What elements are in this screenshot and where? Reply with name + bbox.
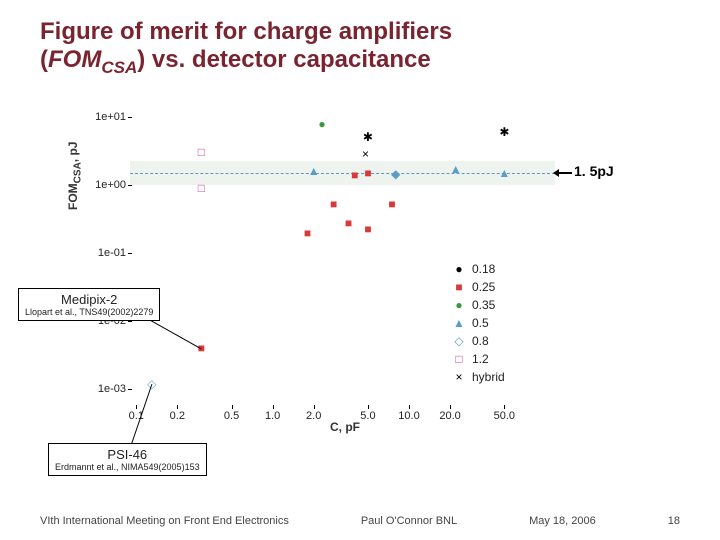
data-point: ■ <box>364 222 371 236</box>
x-tick-mark <box>136 405 137 409</box>
title-line1: Figure of merit for charge amplifiers <box>40 18 452 45</box>
y-tick-label: 1e-03 <box>84 383 126 395</box>
footer-center: Paul O'Connor BNL <box>361 515 457 527</box>
y-tick-mark <box>128 253 132 254</box>
legend-symbol-icon: ● <box>450 298 468 312</box>
title-line2b: ) vs. detector capacitance <box>137 46 430 73</box>
data-point: ● <box>318 117 325 131</box>
x-axis-label: C, pF <box>330 420 360 434</box>
legend-row: ■0.25 <box>450 278 505 296</box>
y-axis-label-text: FOMCSA, pJ <box>66 142 80 210</box>
callout-medipix: Medipix-2 Llopart et al., TNS49(2002)227… <box>18 288 160 321</box>
data-point: ■ <box>388 197 395 211</box>
reference-line <box>130 173 555 174</box>
y-tick-mark <box>128 117 132 118</box>
y-tick-mark <box>128 185 132 186</box>
title-paren-open: ( <box>40 46 48 73</box>
x-tick-mark <box>450 405 451 409</box>
x-tick-mark <box>273 405 274 409</box>
footer-left: VIth International Meeting on Front End … <box>40 515 289 527</box>
y-tick-label: 1e+00 <box>84 179 126 191</box>
callout-psi46-title: PSI-46 <box>55 447 200 462</box>
legend-label: 0.25 <box>468 280 495 294</box>
callout-medipix-sub: Llopart et al., TNS49(2002)2279 <box>25 307 153 317</box>
data-point: ✱ <box>499 125 509 139</box>
data-point: □ <box>198 145 205 159</box>
legend-symbol-icon: ▲ <box>450 316 468 330</box>
legend-row: ◇0.8 <box>450 332 505 350</box>
x-tick-mark <box>232 405 233 409</box>
annotation-label: 1. 5pJ <box>574 163 614 179</box>
y-tick-label: 1e-01 <box>84 247 126 259</box>
data-point: ■ <box>345 216 352 230</box>
x-tick-label: 0.5 <box>217 410 247 422</box>
title-csa: CSA <box>101 58 137 77</box>
callout-psi46-sub: Erdmannt et al., NIMA549(2005)153 <box>55 462 200 472</box>
data-point: × <box>362 147 369 161</box>
legend-label: hybrid <box>468 370 505 384</box>
legend-label: 1.2 <box>468 352 489 366</box>
legend-label: 0.18 <box>468 262 495 276</box>
annotation-arrow-icon <box>558 172 572 174</box>
x-tick-mark <box>504 405 505 409</box>
data-point: ◆ <box>391 167 400 181</box>
x-tick-label: 1.0 <box>258 410 288 422</box>
title-fom: FOM <box>48 46 101 73</box>
footer: VIth International Meeting on Front End … <box>40 515 680 527</box>
y-tick-label: 1e+01 <box>84 111 126 123</box>
legend-label: 0.35 <box>468 298 495 312</box>
data-point: ■ <box>304 226 311 240</box>
x-tick-mark <box>177 405 178 409</box>
data-point: □ <box>198 181 205 195</box>
data-point: ▲ <box>498 166 510 180</box>
y-tick-mark <box>128 389 132 390</box>
footer-date: May 18, 2006 <box>529 515 596 527</box>
x-tick-mark <box>368 405 369 409</box>
x-tick-label: 50.0 <box>489 410 519 422</box>
legend-row: ▲0.5 <box>450 314 505 332</box>
data-point: ■ <box>351 168 358 182</box>
legend-row: ●0.35 <box>450 296 505 314</box>
data-point: ■ <box>330 197 337 211</box>
callout-medipix-title: Medipix-2 <box>25 292 153 307</box>
legend-label: 0.8 <box>468 334 489 348</box>
legend-row: ×hybrid <box>450 368 505 386</box>
legend-symbol-icon: ◇ <box>450 334 468 348</box>
data-point: ▲ <box>308 164 320 178</box>
legend-row: ●0.18 <box>450 260 505 278</box>
legend-symbol-icon: ● <box>450 262 468 276</box>
x-tick-mark <box>314 405 315 409</box>
x-tick-mark <box>409 405 410 409</box>
data-point: ✱ <box>363 130 373 144</box>
x-tick-label: 2.0 <box>299 410 329 422</box>
legend-row: □1.2 <box>450 350 505 368</box>
footer-pagenum: 18 <box>668 515 680 527</box>
page-title: Figure of merit for charge amplifiers (F… <box>40 18 452 78</box>
x-tick-label: 5.0 <box>353 410 383 422</box>
y-tick-mark <box>128 321 132 322</box>
legend-symbol-icon: × <box>450 370 468 384</box>
legend-symbol-icon: □ <box>450 352 468 366</box>
x-tick-label: 0.2 <box>162 410 192 422</box>
callout-psi46: PSI-46 Erdmannt et al., NIMA549(2005)153 <box>48 443 207 476</box>
x-tick-label: 10.0 <box>394 410 424 422</box>
legend: ●0.18■0.25●0.35▲0.5◇0.8□1.2×hybrid <box>450 260 505 386</box>
x-tick-label: 0.1 <box>121 410 151 422</box>
legend-label: 0.5 <box>468 316 489 330</box>
data-point: ■ <box>364 166 371 180</box>
data-point: ▲ <box>450 162 462 176</box>
legend-symbol-icon: ■ <box>450 280 468 294</box>
y-axis-label: FOMCSA, pJ <box>66 142 83 210</box>
x-tick-label: 20.0 <box>435 410 465 422</box>
